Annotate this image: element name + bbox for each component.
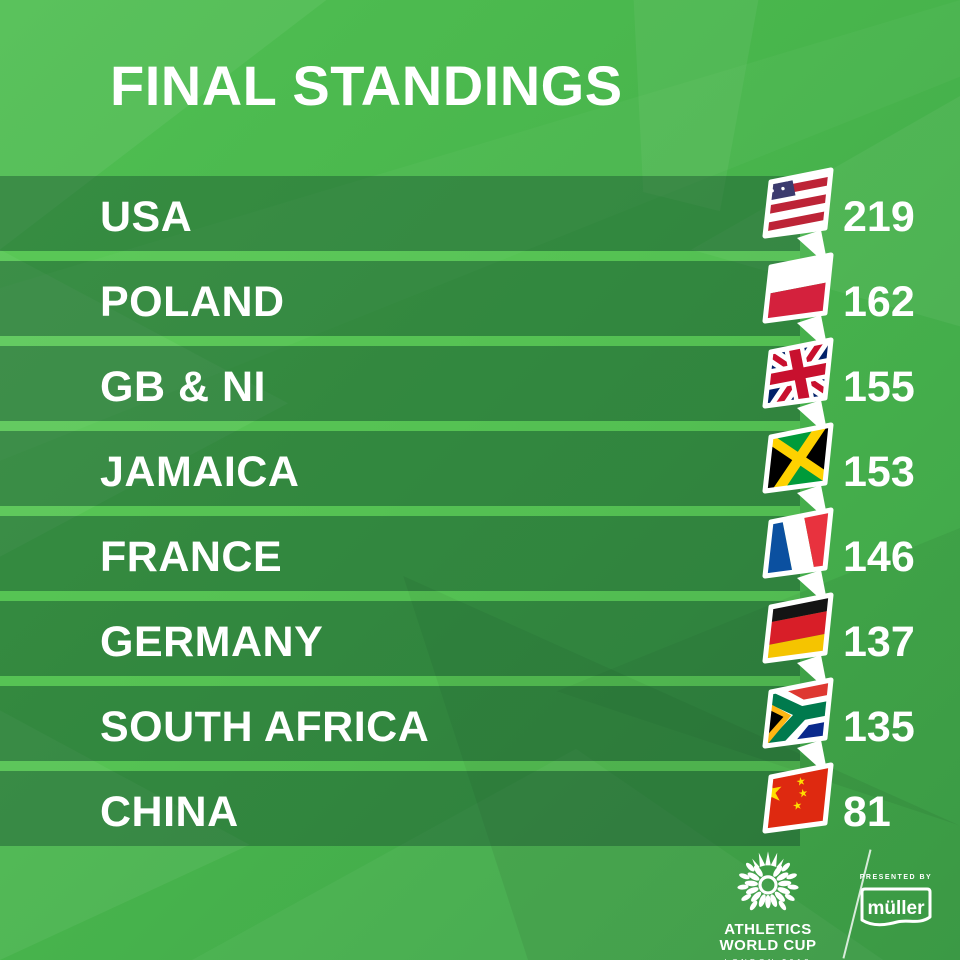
row-divider [0,506,800,516]
event-logo-line2: WORLD CUP [719,937,817,954]
flag-jamaica-icon [762,422,834,521]
standings-row-poland: POLAND 162 [0,252,960,351]
standings-row-germany: GERMANY 137 [0,592,960,691]
svg-text:★: ★ [797,786,809,801]
row-divider [0,336,800,346]
event-logo-line3: LONDON 2018 [708,958,828,960]
muller-logo-icon: müller [860,887,932,927]
score-value: 137 [843,618,915,666]
country-name: CHINA [100,788,239,836]
svg-text:★: ★ [795,774,807,789]
event-logo-line1: ATHLETICS [724,921,812,938]
laurel-wreath-icon [737,851,799,911]
row-band [0,176,800,251]
country-name: GERMANY [100,618,324,666]
row-divider [0,591,800,601]
row-divider [0,251,800,261]
country-name: SOUTH AFRICA [100,703,430,751]
score-value: 146 [843,533,915,581]
standings-row-france: FRANCE 146 [0,507,960,606]
country-name: USA [100,193,193,241]
row-band [0,431,800,506]
row-band [0,346,800,421]
row-band [0,686,800,761]
standings-row-usa: USA 219 [0,167,960,266]
country-name: POLAND [100,278,285,326]
sponsor-block: PRESENTED BY müller [858,874,934,937]
row-band [0,601,800,676]
row-divider [0,676,800,686]
athletics-world-cup-logo: ATHLETICS WORLD CUP LONDON 2018 [708,850,828,960]
flag-gb-ni-icon [762,337,834,436]
country-name: JAMAICA [100,448,300,496]
score-value: 153 [843,448,915,496]
standings-row-south-africa: SOUTH AFRICA 135 [0,677,960,776]
row-band [0,261,800,336]
score-value: 81 [843,788,891,836]
footer: ATHLETICS WORLD CUP LONDON 2018 PRESENTE… [0,840,960,960]
score-value: 162 [843,278,915,326]
score-value: 155 [843,363,915,411]
svg-text:müller: müller [867,898,925,919]
presented-by-label: PRESENTED BY [859,874,933,881]
row-divider [0,421,800,431]
country-name: GB & NI [100,363,266,411]
standings-row-jamaica: JAMAICA 153 [0,422,960,521]
row-band [0,771,800,846]
score-value: 135 [843,703,915,751]
standings-row-gb-ni: GB & NI 155 [0,337,960,436]
standings-row-china: CHINA ★ ★ ★ ★ ★ 81 [0,762,960,846]
row-divider [0,761,800,771]
flag-china-icon: ★ ★ ★ ★ ★ [762,762,834,834]
flag-usa-icon [762,167,834,266]
flag-france-icon [762,507,834,606]
svg-text:★: ★ [791,798,803,813]
row-band [0,516,800,591]
score-value: 219 [843,193,915,241]
flag-south-africa-icon [762,677,834,776]
page-title: FINAL STANDINGS [110,54,623,117]
country-name: FRANCE [100,533,283,581]
